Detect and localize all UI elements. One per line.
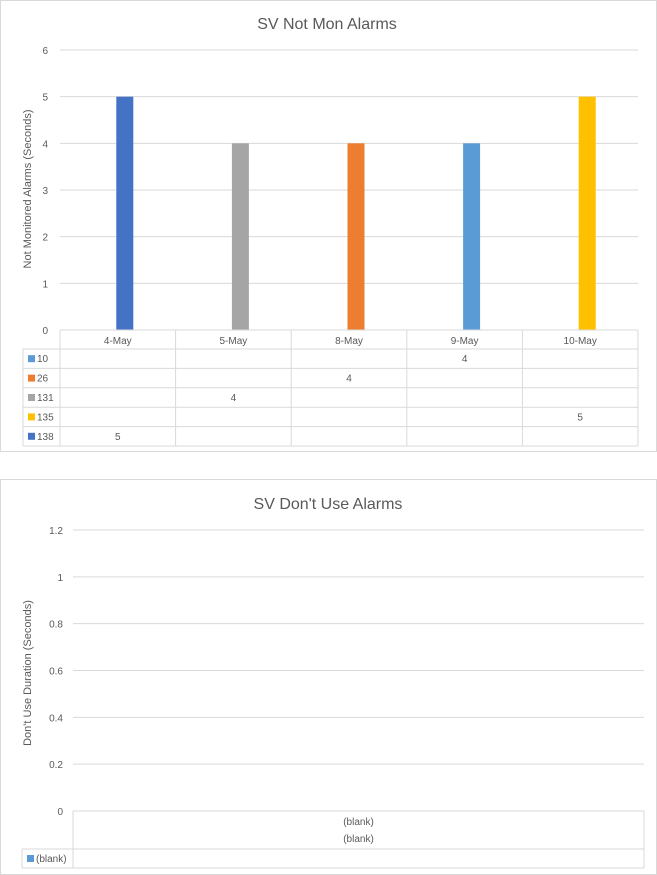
bar-138-4-May	[116, 96, 134, 331]
x-category-label: 4-May	[104, 336, 132, 347]
not-mon-chart: SV Not Mon Alarms Not Monitored Alarms (…	[22, 16, 639, 447]
bar-131-5-May	[231, 143, 249, 330]
y-axis-label: Not Monitored Alarms (Seconds)	[22, 110, 34, 269]
legend-key-26	[28, 374, 35, 382]
x-category-label: 9-May	[451, 336, 479, 347]
y-tick-label: 3	[42, 186, 48, 197]
legend-label: 138	[37, 432, 54, 443]
y-tick-label: 0.2	[49, 760, 63, 771]
dont-use-chart: SV Don't Use Alarms Don't Use Duration (…	[21, 496, 645, 869]
y-tick-label: 0	[57, 807, 63, 818]
y-tick-label: 4	[42, 139, 48, 150]
table-value: 4	[462, 354, 468, 365]
legend-label: 26	[37, 374, 49, 385]
table-value: 4	[346, 374, 352, 385]
chart-title: SV Not Mon Alarms	[257, 16, 397, 33]
legend-key-138	[28, 432, 35, 440]
legend-key-10	[28, 355, 35, 363]
chart-panel-not-mon: SV Not Mon Alarms Not Monitored Alarms (…	[0, 0, 657, 452]
bar-10-9-May	[463, 143, 481, 330]
table-value: 5	[577, 412, 583, 423]
table-value: 5	[115, 432, 121, 443]
legend-key-135	[28, 413, 35, 421]
y-tick-label: 1	[42, 279, 48, 290]
chart-title: SV Don't Use Alarms	[254, 496, 403, 513]
y-axis-label: Don't Use Duration (Seconds)	[22, 600, 34, 746]
legend-key-blank	[27, 855, 34, 862]
chart-panel-dont-use: SV Don't Use Alarms Don't Use Duration (…	[0, 479, 657, 875]
y-tick-label: 5	[42, 93, 48, 104]
table-value: 4	[231, 393, 237, 404]
bar-26-8-May	[347, 143, 365, 330]
y-tick-label: 1	[57, 573, 63, 584]
legend-label: (blank)	[36, 854, 67, 865]
x-category-label: (blank)	[343, 817, 374, 828]
x-category-label: 10-May	[564, 336, 597, 347]
y-tick-label: 1.2	[49, 526, 63, 537]
y-tick-label: 6	[42, 46, 48, 57]
y-tick-label: 2	[42, 233, 48, 244]
legend-key-131	[28, 394, 35, 401]
legend-label: 135	[37, 412, 54, 423]
y-tick-label: 0.4	[49, 713, 63, 724]
legend-label: 131	[37, 393, 54, 404]
x-category-label: 8-May	[335, 336, 363, 347]
y-tick-label: 0	[42, 326, 48, 337]
y-tick-label: 0.6	[49, 667, 63, 678]
y-tick-label: 0.8	[49, 620, 63, 631]
bar-135-10-May	[578, 96, 596, 331]
legend-label: 10	[37, 354, 49, 365]
x-category-label: (blank)	[343, 834, 374, 845]
x-category-label: 5-May	[220, 336, 248, 347]
